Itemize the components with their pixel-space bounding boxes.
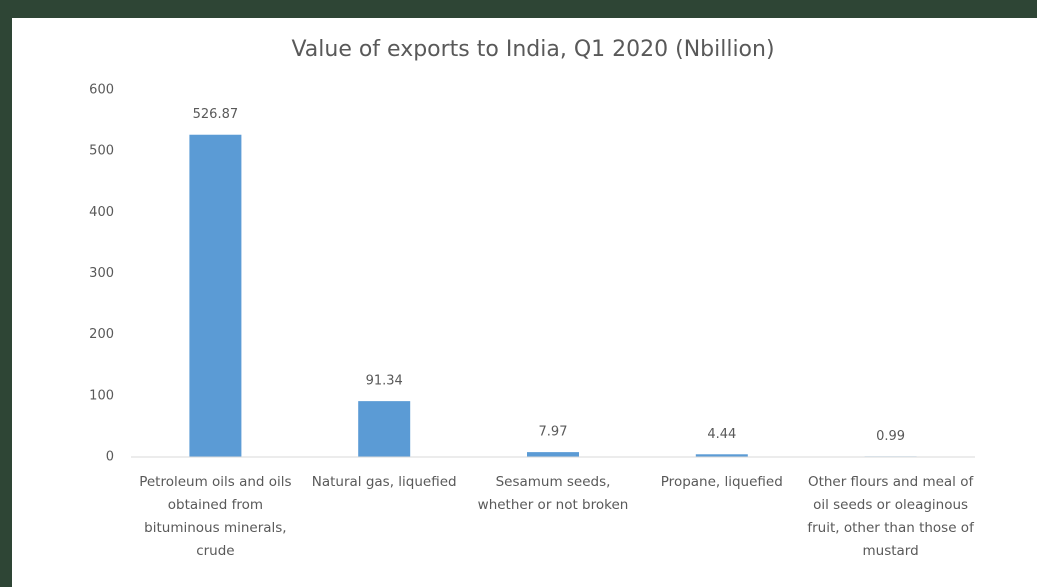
y-tick-label: 100: [89, 388, 114, 403]
x-tick-label: Sesamum seeds, whether or not broken: [477, 474, 629, 513]
y-tick-label: 0: [106, 450, 114, 465]
y-tick-label: 400: [89, 205, 114, 220]
bar: [358, 401, 411, 457]
bar: [527, 452, 579, 457]
x-tick-label: Petroleum oils and oils obtained from bi…: [139, 474, 292, 559]
data-label: 91.34: [366, 374, 403, 389]
bar: [189, 134, 242, 457]
data-label: 0.99: [876, 429, 905, 444]
chart-title: Value of exports to India, Q1 2020 (Nbil…: [291, 37, 774, 62]
y-tick-label: 300: [89, 266, 114, 281]
data-label: 4.44: [707, 427, 736, 442]
x-tick-label: Other flours and meal of oil seeds or ol…: [807, 474, 974, 559]
y-tick-label: 600: [89, 83, 114, 98]
data-label: 526.87: [193, 107, 239, 122]
data-label: 7.97: [539, 425, 568, 440]
x-tick-label: Propane, liquefied: [660, 474, 783, 490]
chart-panel: [12, 18, 1037, 587]
y-tick-label: 200: [89, 327, 114, 342]
x-tick-label: Natural gas, liquefied: [311, 474, 457, 490]
y-tick-label: 500: [89, 144, 114, 159]
bar: [695, 454, 748, 457]
